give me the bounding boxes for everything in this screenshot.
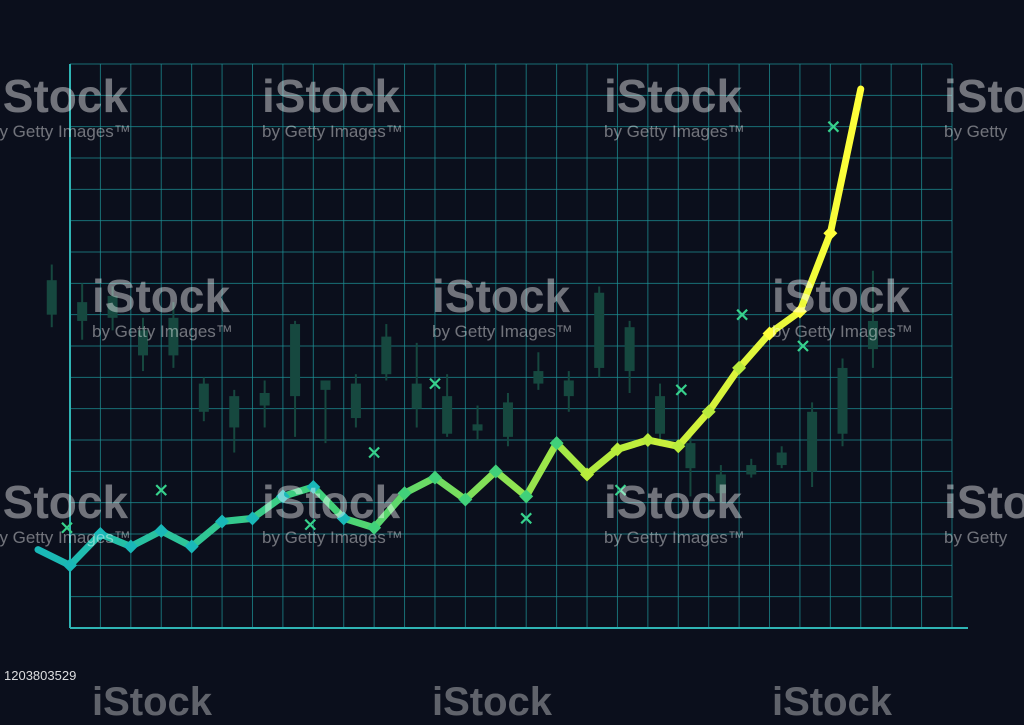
candle-body	[685, 443, 696, 469]
scatter-marker-x	[797, 340, 809, 352]
scatter-marker-x	[736, 308, 748, 321]
watermark-sub: by Getty Images™	[262, 528, 403, 547]
candle-body	[563, 380, 574, 397]
candle-body	[198, 383, 209, 412]
trend-line	[34, 85, 865, 569]
candle-body	[472, 424, 483, 431]
trend-line-group	[34, 85, 865, 573]
line-point	[823, 226, 838, 241]
line-point	[671, 439, 686, 454]
watermark-main: iStock	[604, 476, 742, 528]
watermark-main: iStock	[0, 476, 128, 528]
line-point	[245, 511, 260, 526]
scatter-marker-x	[827, 120, 840, 133]
candle-body	[411, 383, 422, 409]
line-point	[549, 436, 564, 451]
watermark-main: iStock	[92, 270, 230, 322]
watermark-sub: by Getty	[944, 528, 1008, 547]
watermark-main: iStock	[772, 270, 910, 322]
line-point	[792, 304, 807, 319]
line-point	[367, 520, 382, 535]
watermark-sub: by Getty Images™	[604, 528, 745, 547]
scatter-markers	[61, 120, 840, 534]
candle-body	[107, 295, 118, 318]
line-point	[306, 480, 321, 494]
candle-body	[533, 371, 544, 384]
line-point	[488, 464, 503, 479]
watermark-sub: by Getty Images™	[0, 528, 131, 547]
candle-body	[624, 327, 635, 372]
candlesticks	[46, 264, 878, 503]
watermark-main: iStock	[944, 476, 1024, 528]
line-point	[336, 511, 351, 526]
candle-body	[867, 320, 878, 350]
line-point	[427, 470, 442, 485]
scatter-marker-x	[614, 484, 627, 496]
line-point	[123, 539, 138, 554]
line-point	[762, 326, 777, 341]
line-point	[215, 514, 230, 529]
candle-body	[715, 474, 726, 494]
grid-lines	[69, 63, 953, 629]
line-point	[397, 486, 412, 501]
candle-body	[807, 411, 818, 472]
watermark-main: iStock	[432, 270, 570, 322]
candle-body	[259, 393, 270, 406]
candle-body	[350, 383, 361, 419]
scatter-marker-x	[155, 484, 168, 496]
stock-id-label: 1203803529	[4, 668, 77, 683]
line-point	[640, 433, 655, 447]
watermark-main: iStock	[604, 70, 742, 122]
candle-body	[655, 396, 666, 434]
candle-body	[837, 367, 848, 434]
candle-body	[746, 465, 757, 475]
watermark-sub: by Getty Images™	[262, 122, 403, 141]
line-point	[519, 489, 534, 504]
line-point	[63, 558, 77, 573]
watermark-sub: by Getty Images™	[772, 322, 913, 341]
watermark-bottom: iStock	[772, 680, 893, 724]
candle-body	[168, 317, 179, 356]
line-point	[458, 492, 473, 507]
watermark-main: iStock	[0, 70, 128, 122]
scatter-marker-x	[304, 518, 317, 531]
watermark-sub: by Getty Images™	[432, 322, 573, 341]
candle-body	[77, 302, 88, 321]
watermark-main: iStock	[262, 70, 400, 122]
scatter-marker-x	[675, 384, 688, 396]
candle-body	[290, 324, 301, 397]
line-point	[184, 539, 199, 554]
axes	[69, 64, 968, 629]
line-point	[93, 527, 108, 541]
line-point	[610, 442, 625, 457]
watermark-main: iStock	[262, 476, 400, 528]
candle-body	[320, 380, 331, 390]
watermark-bottom: iStock	[92, 680, 213, 724]
watermark-sub: by Getty	[944, 122, 1008, 141]
candle-body	[137, 330, 148, 356]
candle-body	[502, 402, 513, 437]
line-point	[275, 489, 290, 504]
candle-body	[381, 336, 392, 375]
line-point	[732, 360, 747, 375]
line-point	[580, 467, 595, 482]
scatter-marker-x	[61, 521, 73, 534]
scatter-marker-x	[520, 512, 532, 525]
candle-body	[46, 280, 57, 315]
scatter-marker-x	[368, 446, 380, 459]
watermark-main: iStock	[944, 70, 1024, 122]
candle-body	[776, 452, 787, 466]
candle-body	[594, 292, 605, 368]
candle-body	[442, 396, 453, 434]
watermark-sub: by Getty Images™	[604, 122, 745, 141]
line-point	[701, 404, 716, 419]
watermark-sub: by Getty Images™	[92, 322, 233, 341]
watermark-sub: by Getty Images™	[0, 122, 131, 141]
scatter-marker-x	[429, 377, 441, 390]
candle-body	[229, 396, 240, 428]
watermark-bottom: iStock	[432, 680, 553, 724]
line-point	[154, 523, 169, 538]
